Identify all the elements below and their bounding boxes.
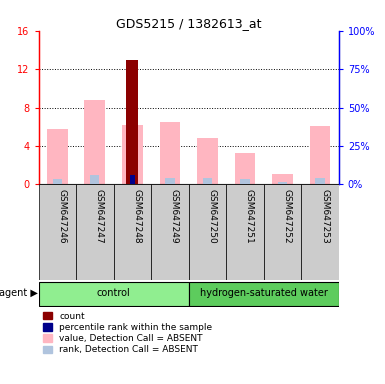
FancyBboxPatch shape [226,184,264,280]
Text: GSM647246: GSM647246 [57,189,66,244]
FancyBboxPatch shape [301,184,339,280]
Bar [126,60,138,184]
Bar [165,178,174,184]
Bar [47,129,68,184]
Text: GSM647247: GSM647247 [95,189,104,244]
Legend: count, percentile rank within the sample, value, Detection Call = ABSENT, rank, : count, percentile rank within the sample… [43,312,213,354]
Bar [234,152,255,184]
Text: GSM647248: GSM647248 [132,189,141,244]
Bar [130,175,135,184]
Text: GSM647253: GSM647253 [320,189,329,244]
Text: control: control [97,288,131,298]
Text: hydrogen-saturated water: hydrogen-saturated water [200,288,328,298]
FancyBboxPatch shape [189,184,226,280]
Bar [84,100,105,184]
FancyBboxPatch shape [38,282,189,306]
Bar [203,179,212,184]
Bar [122,125,143,184]
FancyBboxPatch shape [76,184,114,280]
FancyBboxPatch shape [38,184,76,280]
Bar [315,178,325,184]
Text: GSM647249: GSM647249 [170,189,179,244]
Title: GDS5215 / 1382613_at: GDS5215 / 1382613_at [116,17,261,30]
Text: agent ▶: agent ▶ [0,288,38,298]
FancyBboxPatch shape [151,184,189,280]
Text: GSM647251: GSM647251 [245,189,254,244]
Bar [272,174,293,184]
Bar [197,138,218,184]
Text: GSM647250: GSM647250 [208,189,216,244]
Bar [90,175,99,184]
Bar [240,179,249,184]
FancyBboxPatch shape [264,184,301,280]
Bar [159,122,180,184]
FancyBboxPatch shape [114,184,151,280]
Bar [310,126,330,184]
Text: GSM647252: GSM647252 [283,189,291,244]
FancyBboxPatch shape [189,282,339,306]
Bar [278,182,287,184]
Bar [53,179,62,184]
